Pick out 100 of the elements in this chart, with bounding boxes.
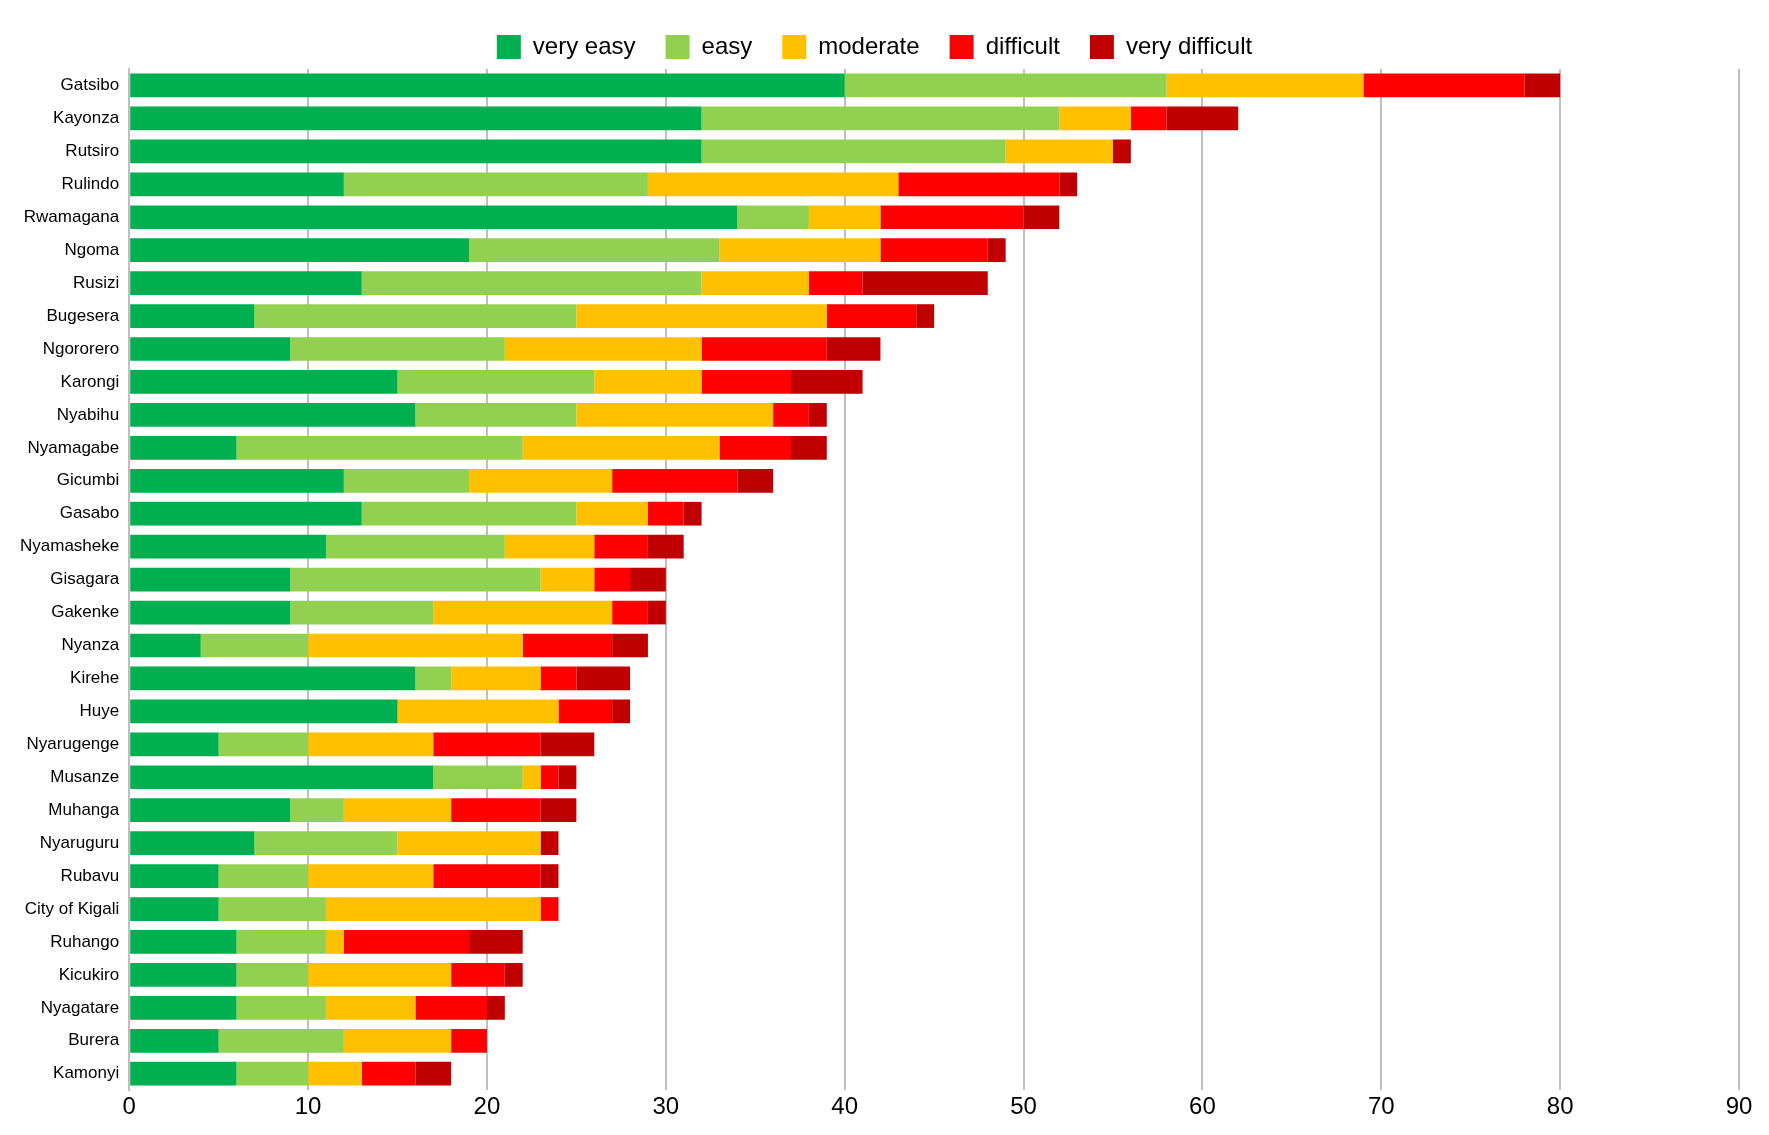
bar <box>325 534 505 559</box>
y-tick-label: Kicukiro <box>58 964 120 984</box>
bar <box>130 435 237 460</box>
bar <box>1166 73 1364 98</box>
y-tick-label: Rulindo <box>61 173 120 193</box>
bar <box>130 1061 237 1086</box>
bar <box>397 699 559 724</box>
bar <box>343 798 452 823</box>
bar <box>826 337 881 361</box>
bar <box>130 337 291 361</box>
y-tick-label: Nyanza <box>61 635 120 655</box>
bar <box>236 435 523 460</box>
bar <box>701 337 827 361</box>
bar <box>130 930 237 954</box>
bar <box>451 798 541 823</box>
bar <box>130 403 416 427</box>
bar <box>522 435 720 460</box>
bar <box>558 699 613 724</box>
bar <box>218 864 309 888</box>
bar <box>1005 139 1113 164</box>
bar <box>504 337 702 361</box>
bar <box>433 765 523 790</box>
bar <box>130 205 738 230</box>
legend-label: very easy <box>532 31 636 59</box>
bar <box>594 534 648 559</box>
bar <box>1023 205 1060 230</box>
bar <box>576 304 827 328</box>
bar <box>290 798 344 823</box>
y-tick-label: Gasabo <box>59 503 120 523</box>
bar <box>130 106 702 131</box>
bar <box>200 633 309 658</box>
bar <box>130 864 219 888</box>
bar <box>343 172 648 197</box>
bar <box>987 238 1006 263</box>
bar <box>504 534 595 559</box>
bar <box>862 271 988 295</box>
bar <box>218 897 326 921</box>
bar <box>130 633 201 658</box>
bar <box>504 963 523 987</box>
bar <box>540 567 595 592</box>
bar <box>130 172 344 197</box>
bar <box>236 1061 309 1086</box>
bar <box>236 995 326 1020</box>
y-tick-label: City of Kigali <box>24 898 120 918</box>
bar <box>540 765 559 790</box>
bar <box>844 73 1167 98</box>
legend-label: difficult <box>985 31 1061 59</box>
y-tick-label: Musanze <box>50 766 120 786</box>
x-tick-label: 80 <box>1546 1092 1574 1120</box>
bar <box>701 370 792 394</box>
legend-label: moderate <box>818 31 920 59</box>
bar <box>325 930 344 954</box>
x-tick-label: 0 <box>122 1092 136 1120</box>
y-tick-label: Huye <box>79 701 120 721</box>
bar <box>415 403 577 427</box>
bar <box>540 666 577 691</box>
bar <box>1524 73 1561 98</box>
bar <box>576 501 648 526</box>
bar <box>451 963 505 987</box>
bar <box>415 1061 452 1086</box>
bar <box>540 732 595 757</box>
bar <box>130 765 434 790</box>
bar <box>451 1028 487 1053</box>
bar <box>130 534 326 559</box>
x-tick-label: 50 <box>1010 1092 1037 1120</box>
bar <box>647 600 666 625</box>
bar <box>594 567 631 592</box>
y-tick-label: Bugesera <box>46 305 120 325</box>
y-tick-label: Gakenke <box>51 602 120 622</box>
y-tick-label: Kayonza <box>53 108 120 128</box>
bar <box>130 238 470 263</box>
y-tick-label: Gicumbi <box>56 470 120 490</box>
bar <box>433 864 541 888</box>
bar <box>701 106 1060 131</box>
bar <box>325 897 541 921</box>
y-tick-label: Gatsibo <box>60 75 120 95</box>
y-tick-label: Nyamasheke <box>19 536 120 556</box>
bar <box>701 271 809 295</box>
y-tick-label: Nyagatare <box>40 997 120 1017</box>
y-tick-label: Gisagara <box>50 569 120 589</box>
bar <box>343 930 470 954</box>
y-tick-label: Rwamagana <box>23 206 120 226</box>
bar <box>130 732 219 757</box>
bar <box>791 435 827 460</box>
y-tick-label: Rutsiro <box>65 141 120 161</box>
bar <box>630 567 666 592</box>
x-tick-label: 20 <box>473 1092 501 1120</box>
y-tick-label: Rubavu <box>60 865 120 885</box>
bar <box>415 666 452 691</box>
bar <box>308 1061 362 1086</box>
bar <box>343 1028 452 1053</box>
bar <box>612 600 648 625</box>
bar <box>130 995 237 1020</box>
y-tick-label: Nyarugenge <box>26 734 120 753</box>
legend-label: very difficult <box>1125 31 1253 59</box>
bar <box>130 468 344 493</box>
bar <box>130 501 362 526</box>
bar <box>433 600 613 625</box>
bar <box>130 304 255 328</box>
x-tick-label: 30 <box>652 1092 680 1120</box>
